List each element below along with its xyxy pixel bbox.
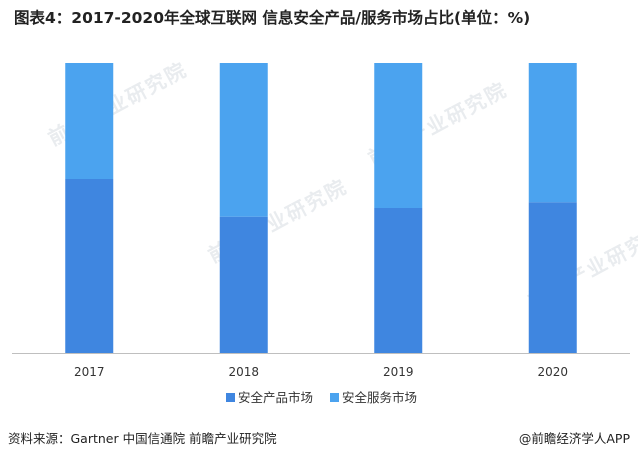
bar-product-2020 bbox=[528, 202, 577, 353]
bar-service-2017 bbox=[65, 63, 114, 179]
legend-swatch bbox=[330, 393, 339, 402]
bar-service-2018 bbox=[219, 63, 268, 217]
x-tick-label: 2018 bbox=[228, 365, 259, 379]
bar-product-2019 bbox=[374, 208, 423, 353]
x-tick-label: 2019 bbox=[383, 365, 414, 379]
bar-service-2019 bbox=[374, 63, 423, 208]
bar-service-2020 bbox=[528, 63, 577, 203]
legend-swatch bbox=[226, 393, 235, 402]
x-tick-label: 2017 bbox=[74, 365, 105, 379]
chart-title: 图表4：2017-2020年全球互联网 信息安全产品/服务市场占比(单位：%) bbox=[14, 9, 531, 27]
legend-label: 安全产品市场 bbox=[238, 390, 313, 405]
source-note: 资料来源：Gartner 中国信通院 前瞻产业研究院 bbox=[8, 431, 277, 446]
legend-label: 安全服务市场 bbox=[342, 390, 417, 405]
credit-note: @前瞻经济学人APP bbox=[518, 431, 630, 446]
bar-product-2018 bbox=[219, 216, 268, 353]
bar-product-2017 bbox=[65, 179, 114, 353]
x-tick-label: 2020 bbox=[537, 365, 568, 379]
